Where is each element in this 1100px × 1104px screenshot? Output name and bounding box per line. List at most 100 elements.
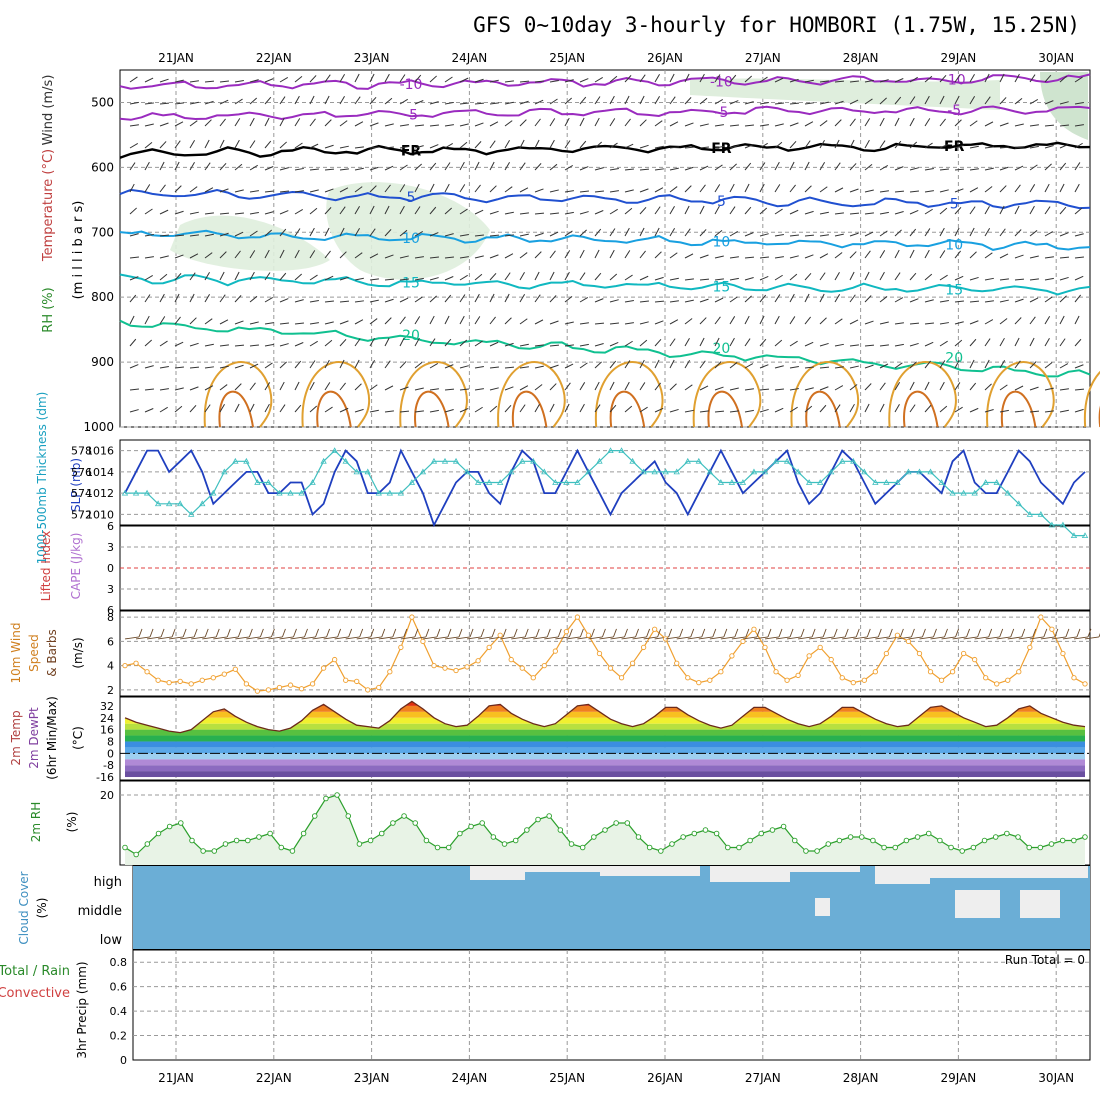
temp-band <box>120 736 1090 742</box>
pressure-tick: 1000 <box>83 420 114 434</box>
rh-point <box>871 838 876 843</box>
date-label-bottom: 21JAN <box>158 1071 194 1085</box>
wind-speed-point <box>763 645 767 649</box>
rh-point <box>703 828 708 833</box>
ylabel-pressure: (m i l l i b a r s) <box>71 201 86 300</box>
wind-speed-point <box>487 645 491 649</box>
temp-band <box>120 765 1090 771</box>
rh-point <box>625 821 630 826</box>
wind-speed-point <box>443 666 447 670</box>
wind-speed-point <box>421 639 425 643</box>
rh-point <box>681 835 686 840</box>
rh-point <box>592 835 597 840</box>
isotherm-label: 15 <box>402 276 420 292</box>
rh-point <box>502 842 507 847</box>
rh-point <box>1060 838 1065 843</box>
rh-point <box>781 824 786 829</box>
cape-tick: 6 <box>107 520 114 533</box>
thick-tick: 572 <box>71 508 92 521</box>
rh-point <box>312 814 317 819</box>
isotherm-label: 5 <box>407 190 416 206</box>
rh-point <box>446 845 451 850</box>
wind-speed-point <box>1061 651 1065 655</box>
date-label-bottom: 27JAN <box>745 1071 781 1085</box>
rh-point <box>848 835 853 840</box>
isotherm-label: 15 <box>945 282 963 298</box>
temp2m-ylabels: 2m Temp 2m DewPt (6hr Min/Max) (°C) <box>9 696 85 780</box>
wind-speed-point <box>851 680 855 684</box>
wind-speed-point <box>774 670 778 674</box>
wind-speed-point <box>575 615 579 619</box>
wind-speed-point <box>244 682 248 686</box>
temp-band <box>120 771 1090 777</box>
ylabel-temp2m-c: (6hr Min/Max) <box>45 696 59 780</box>
cloud-level-label: low <box>100 933 123 948</box>
cloud-gap <box>955 890 1000 918</box>
date-label-top: 29JAN <box>941 51 977 65</box>
date-label-top: 23JAN <box>354 51 390 65</box>
precip-tick: 0.2 <box>110 1030 128 1043</box>
rh-point <box>770 828 775 833</box>
wind-speed-point <box>134 661 138 665</box>
date-label-bottom: 28JAN <box>843 1071 879 1085</box>
cloud-gap <box>525 866 600 872</box>
ylabel-temp2m-a: 2m Temp <box>9 710 23 765</box>
rh-point <box>480 821 485 826</box>
rh-point <box>257 835 262 840</box>
isotherm-label: 20 <box>712 341 730 357</box>
wind-speed-point <box>343 678 347 682</box>
isotherm-label: 20 <box>945 351 963 367</box>
rh-point <box>368 838 373 843</box>
wind-speed-point <box>895 633 899 637</box>
cloud-gap <box>1020 890 1060 918</box>
wind-tick: 2 <box>107 684 114 697</box>
ylabel-rh: RH (%) <box>41 287 56 332</box>
rh-point <box>659 849 664 854</box>
rh-point <box>792 838 797 843</box>
wind-speed-point <box>1083 682 1087 686</box>
wind-tick: 4 <box>107 660 114 673</box>
wind10-panel <box>120 611 1090 696</box>
date-label-top: 30JAN <box>1038 51 1074 65</box>
wind-speed-point <box>906 639 910 643</box>
wind-speed-point <box>675 661 679 665</box>
rh-point <box>279 845 284 850</box>
wind-speed-point <box>553 649 557 653</box>
wind-speed-point <box>355 679 359 683</box>
wind-speed-point <box>939 678 943 682</box>
rh-point <box>167 824 172 829</box>
pressure-tick: 500 <box>91 95 114 109</box>
rh-point <box>647 845 652 850</box>
wind-speed-point <box>730 654 734 658</box>
ylabel-wind: Wind (m/s) <box>41 75 56 146</box>
precip-panel <box>133 950 1090 1060</box>
isotherm-label: FR <box>401 144 422 160</box>
ylabel-wind10-a: 10m Wind <box>9 623 23 684</box>
rh-point <box>190 838 195 843</box>
wind-speed-point <box>123 663 127 667</box>
cape-tick: 3 <box>107 541 114 554</box>
wind-speed-point <box>1028 645 1032 649</box>
rh-point <box>435 845 440 850</box>
date-label-bottom: 30JAN <box>1038 1071 1074 1085</box>
wind-speed-point <box>432 663 436 667</box>
ylabel-precip-b: Convective <box>0 986 70 1001</box>
wind-speed-point <box>222 672 226 676</box>
rh-point <box>960 849 965 854</box>
wind-speed-point <box>377 685 381 689</box>
rh-point <box>268 831 273 836</box>
wind-speed-point <box>156 678 160 682</box>
rh-point <box>357 842 362 847</box>
rh-point <box>123 845 128 850</box>
wind-speed-point <box>829 657 833 661</box>
isotherm-label: 10 <box>712 235 730 251</box>
rh-point <box>558 828 563 833</box>
rh2m-ylabels: 2m RH (%) <box>29 802 79 843</box>
rh-point <box>212 849 217 854</box>
rh-point <box>725 845 730 850</box>
rh-point <box>748 838 753 843</box>
wind-speed-point <box>531 676 535 680</box>
upper-ylabels: Wind (m/s) Temperature (°C) RH (%) (m i … <box>41 75 86 333</box>
